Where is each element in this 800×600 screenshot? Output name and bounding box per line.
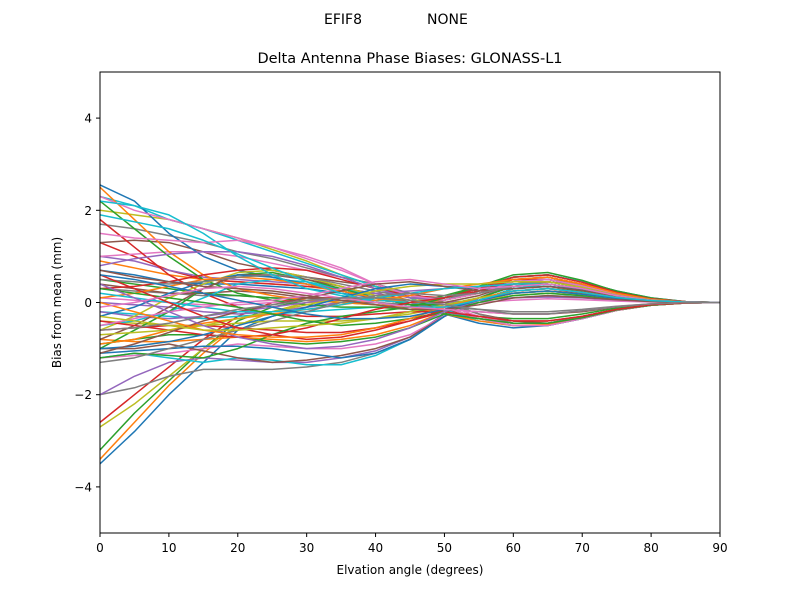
y-axis: −4 −2 0 2 4: [74, 112, 100, 494]
y-tick-label: 4: [84, 112, 92, 126]
series-line-50: [100, 276, 720, 345]
x-tick-label: 60: [506, 541, 521, 555]
series-line-56: [100, 278, 720, 327]
x-tick-label: 0: [96, 541, 104, 555]
x-tick-label: 10: [161, 541, 176, 555]
y-tick-label: 2: [84, 204, 92, 218]
x-tick-label: 70: [575, 541, 590, 555]
suptitle-right: NONE: [427, 12, 468, 28]
x-tick-label: 90: [712, 541, 727, 555]
x-tick-label: 50: [437, 541, 452, 555]
y-tick-label: 0: [84, 296, 92, 310]
x-axis: 0 10 20 30 40 50 60 70 80 90: [96, 533, 728, 555]
x-tick-label: 20: [230, 541, 245, 555]
chart-title: Delta Antenna Phase Biases: GLONASS-L1: [257, 51, 562, 67]
series-line-63: [100, 269, 720, 311]
x-tick-label: 80: [643, 541, 658, 555]
x-axis-label: Elvation angle (degrees): [337, 563, 484, 577]
x-tick-label: 30: [299, 541, 314, 555]
y-axis-label: Bias from mean (mm): [50, 237, 64, 368]
x-tick-label: 40: [368, 541, 383, 555]
series-layer: [100, 184, 720, 465]
suptitle-left: EFIF8: [324, 12, 362, 28]
y-tick-label: −2: [74, 388, 92, 402]
y-tick-label: −4: [74, 480, 92, 494]
series-line-53: [100, 281, 720, 354]
series-line-66: [100, 297, 720, 331]
series-line-62: [100, 274, 720, 320]
